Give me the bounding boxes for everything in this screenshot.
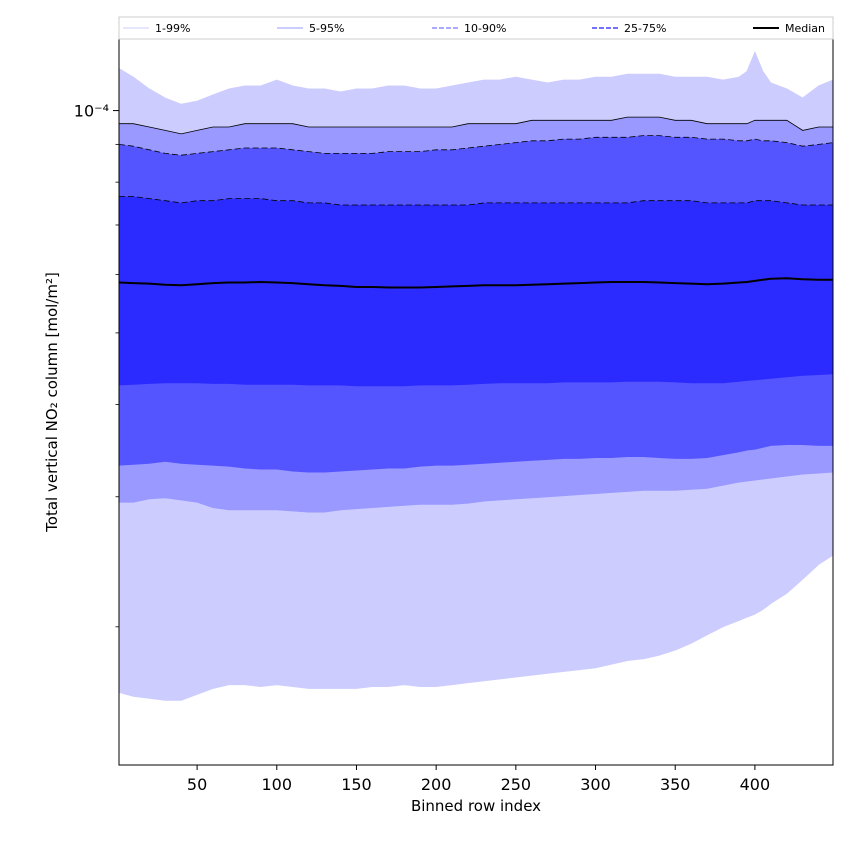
- x-tick-label: 200: [421, 775, 452, 794]
- x-tick-label: 300: [580, 775, 611, 794]
- band-25-75%-lower-line: [118, 373, 834, 387]
- median-line: [118, 277, 833, 289]
- percentile-bands: [119, 52, 833, 701]
- y-axis-ticks: 10⁻⁴: [74, 102, 119, 628]
- band-5-95%-lower-line: [119, 471, 834, 513]
- band-10-90%-lower-line: [118, 444, 833, 473]
- x-tick-label: 100: [262, 775, 293, 794]
- legend-label: 5-95%: [309, 22, 344, 35]
- x-tick-label: 400: [740, 775, 771, 794]
- y-axis-label: Total vertical NO₂ column [mol/m²]: [43, 272, 61, 533]
- band-5-95%-upper-line: [119, 116, 833, 135]
- band-10-90%-upper-line: [118, 135, 834, 156]
- legend-label: 10-90%: [464, 22, 506, 35]
- x-tick-label: 250: [501, 775, 532, 794]
- percentile-band-lines: [118, 51, 834, 701]
- y-tick-label: 10⁻⁴: [74, 102, 109, 121]
- x-tick-label: 50: [187, 775, 207, 794]
- band-25-75%-upper-line: [119, 196, 833, 206]
- x-tick-label: 150: [341, 775, 372, 794]
- legend-box: [118, 16, 834, 40]
- band-25-75%-area: [119, 196, 833, 386]
- median-series: [118, 277, 833, 289]
- legend-label: Median: [785, 22, 825, 35]
- x-axis-label: Binned row index: [411, 797, 541, 815]
- band-1-99%-upper-line: [118, 51, 834, 105]
- x-axis-ticks: 50 100 150 200 250 300 350 400: [187, 765, 770, 794]
- band-1-99%-lower-line: [118, 554, 834, 701]
- legend-label: 1-99%: [155, 22, 190, 35]
- x-tick-label: 350: [660, 775, 691, 794]
- legend: 1-99% 5-95% 10-90% 25-75% Median: [118, 16, 834, 40]
- legend-label: 25-75%: [624, 22, 666, 35]
